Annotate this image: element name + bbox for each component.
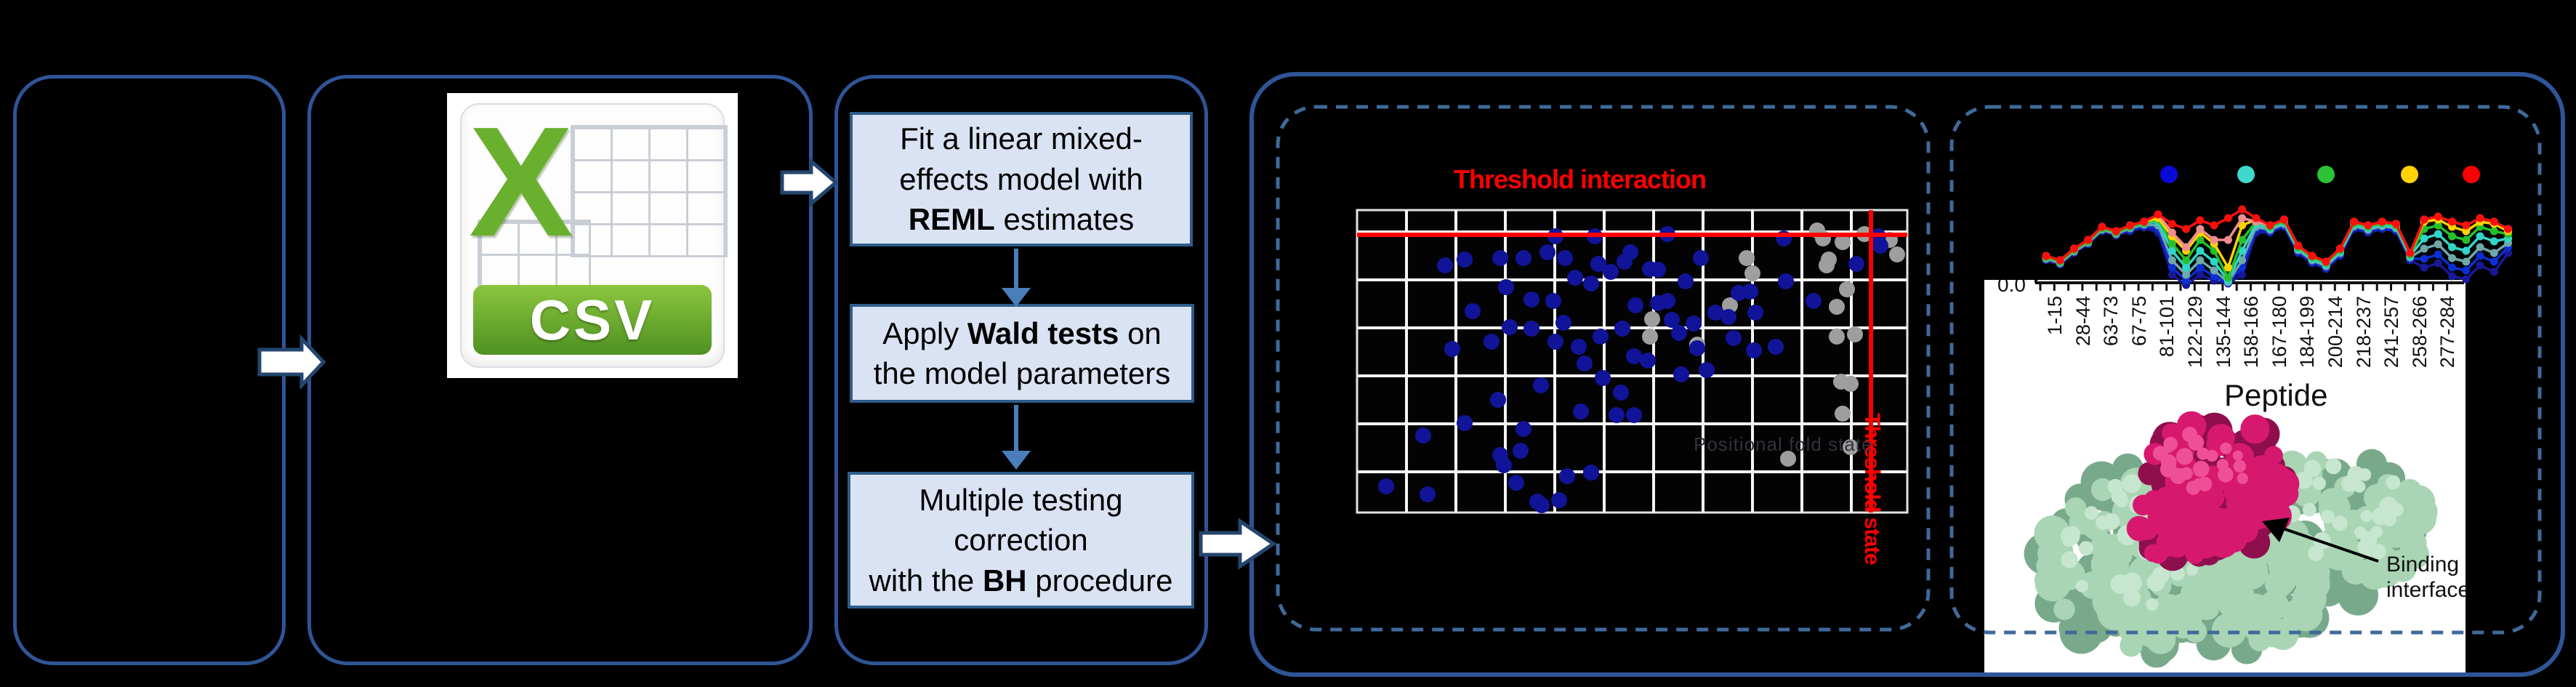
csv-icon-page: X CSV bbox=[460, 94, 728, 368]
results-image-box: 0.0 1-15 28-44 63-73 67-75 81-101 122-129 135-… bbox=[1984, 280, 2466, 672]
flow-step-multiple-testing-text: Multiple testing correction with the BH … bbox=[869, 482, 1173, 598]
results-outer-panel-border bbox=[1249, 72, 2565, 677]
binding-interface-label: Binding interface bbox=[2386, 553, 2466, 602]
csv-file-icon: X CSV bbox=[447, 93, 738, 378]
protein-structure-image bbox=[2024, 411, 2438, 668]
y-axis-tick-label: 0.0 bbox=[1997, 280, 2026, 296]
spreadsheet-grid-icon bbox=[571, 125, 728, 257]
flow-arrow-1 bbox=[1002, 249, 1031, 307]
threshold-interaction-label: Threshold interaction bbox=[1454, 164, 1707, 194]
flow-step-multiple-testing: Multiple testing correction with the BH … bbox=[848, 472, 1194, 608]
x-axis-title: Peptide bbox=[2224, 378, 2328, 412]
flow-step-wald-tests: Apply Wald tests on the model parameters bbox=[850, 304, 1194, 403]
deuterium-uptake-chart bbox=[2042, 166, 2513, 289]
block-arrow-2 bbox=[780, 157, 839, 208]
flow-step-fit-model-text: Fit a linear mixed-effects model with RE… bbox=[899, 121, 1143, 237]
panel-structure-dashed-border bbox=[1949, 105, 2542, 635]
flow-step-wald-tests-text: Apply Wald tests on the model parameters bbox=[873, 316, 1171, 390]
block-arrow-3 bbox=[1199, 518, 1277, 570]
peptide-axis bbox=[2034, 280, 2464, 291]
excel-x-icon: X bbox=[469, 94, 573, 269]
block-arrow-1 bbox=[257, 334, 326, 390]
flow-step-fit-model: Fit a linear mixed-effects model with RE… bbox=[850, 112, 1193, 246]
csv-banner: CSV bbox=[473, 285, 712, 355]
threshold-scatter-plot bbox=[1356, 209, 1909, 514]
panel-scatter-dashed-border bbox=[1276, 105, 1931, 632]
csv-banner-label: CSV bbox=[529, 287, 656, 352]
panel-statistics bbox=[834, 75, 1208, 665]
flow-arrow-2 bbox=[1002, 405, 1031, 470]
faint-axis-text: Positional fold state bbox=[1694, 433, 1873, 455]
